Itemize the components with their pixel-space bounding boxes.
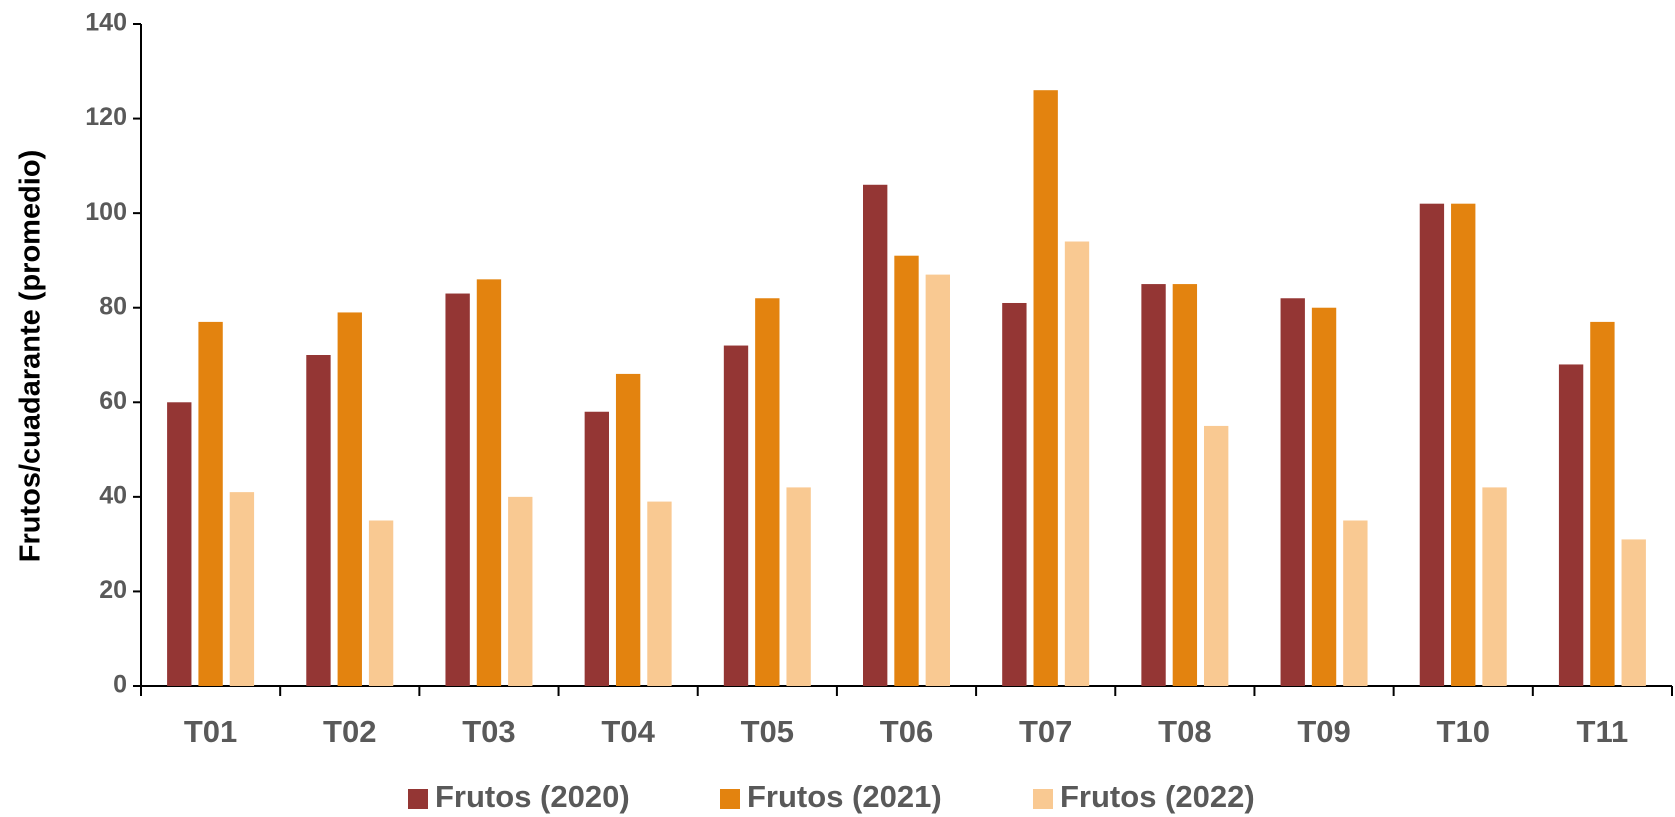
bar	[368, 520, 394, 686]
bar	[1343, 520, 1368, 686]
bar	[1204, 425, 1229, 686]
y-tick-label: 60	[99, 387, 127, 415]
y-axis-title: Frutos/cuadarante (promedio)	[15, 150, 47, 563]
y-tick-label: 0	[113, 671, 127, 699]
bar	[1419, 203, 1445, 686]
bar	[167, 402, 192, 686]
x-tick-label: T07	[1019, 714, 1072, 749]
bar	[337, 312, 362, 686]
bar	[508, 496, 533, 686]
y-tick-label: 20	[99, 576, 127, 604]
bar	[1590, 321, 1615, 686]
legend-swatch	[720, 789, 740, 809]
x-tick-label: T05	[741, 714, 794, 749]
bar	[786, 487, 811, 686]
bar	[863, 184, 888, 686]
legend-label: Frutos (2022)	[1060, 779, 1255, 814]
bar	[755, 298, 780, 686]
x-tick-label: T03	[462, 714, 515, 749]
bar	[1311, 307, 1337, 686]
bar	[1451, 203, 1476, 686]
legend-swatch	[408, 789, 428, 809]
bar	[1002, 302, 1027, 686]
x-tick-label: T11	[1577, 714, 1629, 749]
bar	[1064, 241, 1090, 686]
x-tick-label: T08	[1158, 714, 1211, 749]
bar	[1621, 539, 1646, 686]
bar	[584, 411, 609, 686]
bar	[647, 501, 672, 686]
x-tick-label: T01	[184, 714, 237, 749]
y-tick-label: 40	[99, 481, 127, 509]
bar	[1482, 487, 1507, 686]
x-tick-label: T02	[323, 714, 376, 749]
y-tick-label: 140	[85, 9, 127, 37]
bar	[615, 373, 641, 686]
y-tick-label: 100	[85, 198, 127, 226]
legend-swatch	[1033, 789, 1053, 809]
x-tick-label: T09	[1297, 714, 1350, 749]
x-tick-label: T04	[601, 714, 655, 749]
y-tick-label: 80	[99, 292, 127, 320]
bar	[306, 355, 331, 686]
bar	[1280, 298, 1305, 686]
bar	[894, 255, 919, 686]
bar	[925, 274, 950, 686]
bar	[476, 279, 502, 686]
bar	[1033, 90, 1058, 686]
bar	[229, 492, 255, 686]
legend-label: Frutos (2020)	[435, 779, 630, 814]
x-tick-label: T06	[880, 714, 933, 749]
x-tick-label: T10	[1437, 714, 1490, 749]
bar	[1141, 284, 1166, 686]
bar	[445, 293, 470, 686]
y-tick-label: 120	[85, 103, 127, 131]
bar	[1172, 284, 1198, 686]
bar	[1558, 364, 1584, 686]
bar	[723, 345, 749, 686]
legend-label: Frutos (2021)	[747, 779, 942, 814]
bar	[198, 321, 223, 686]
